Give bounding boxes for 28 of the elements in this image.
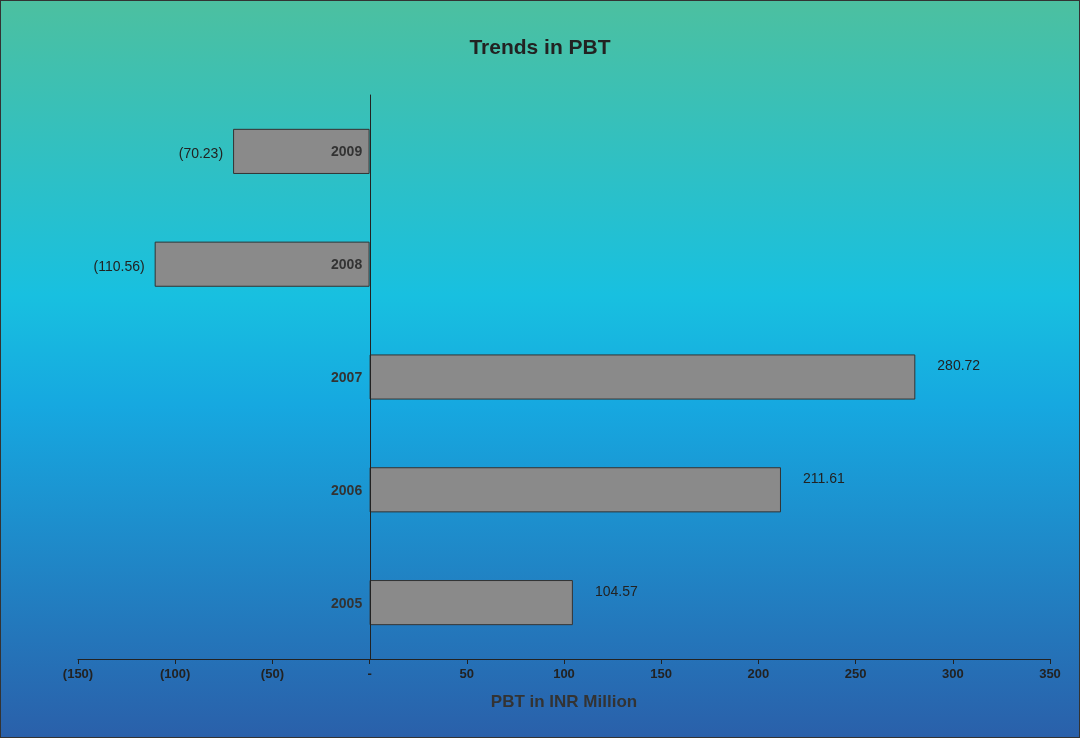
y-tick-label: 2008 [331, 256, 363, 273]
chart-title: Trends in PBT [469, 35, 611, 58]
data-label: 280.72 [937, 357, 981, 373]
y-tick-label: 2005 [331, 594, 363, 611]
x-tick-label: 50 [459, 666, 475, 681]
bar [369, 467, 781, 513]
bar [233, 128, 370, 174]
x-tick-label: (150) [62, 666, 94, 681]
y-tick-label: 2007 [331, 369, 363, 385]
data-label: (70.23) [178, 145, 224, 162]
y-tick-label: 2009 [331, 143, 363, 160]
x-tick-label: 300 [941, 666, 964, 681]
bar [154, 241, 370, 287]
x-tick-label: (50) [260, 666, 284, 681]
x-tick-label: 200 [747, 666, 770, 681]
x-axis-title: PBT in INR Million [490, 692, 638, 711]
data-label: (110.56) [93, 258, 145, 275]
x-tick-label: 350 [1039, 666, 1061, 681]
x-tick-label: 250 [844, 666, 867, 681]
data-label: 104.57 [594, 582, 638, 599]
x-tick-label: 150 [650, 666, 673, 681]
bar [369, 354, 916, 400]
data-label: 211.61 [802, 469, 845, 486]
x-tick-label: - [367, 666, 372, 681]
y-tick-label: 2006 [331, 481, 363, 498]
bar [369, 580, 573, 626]
x-tick-label: (100) [160, 666, 191, 681]
x-tick-label: 100 [553, 666, 575, 681]
